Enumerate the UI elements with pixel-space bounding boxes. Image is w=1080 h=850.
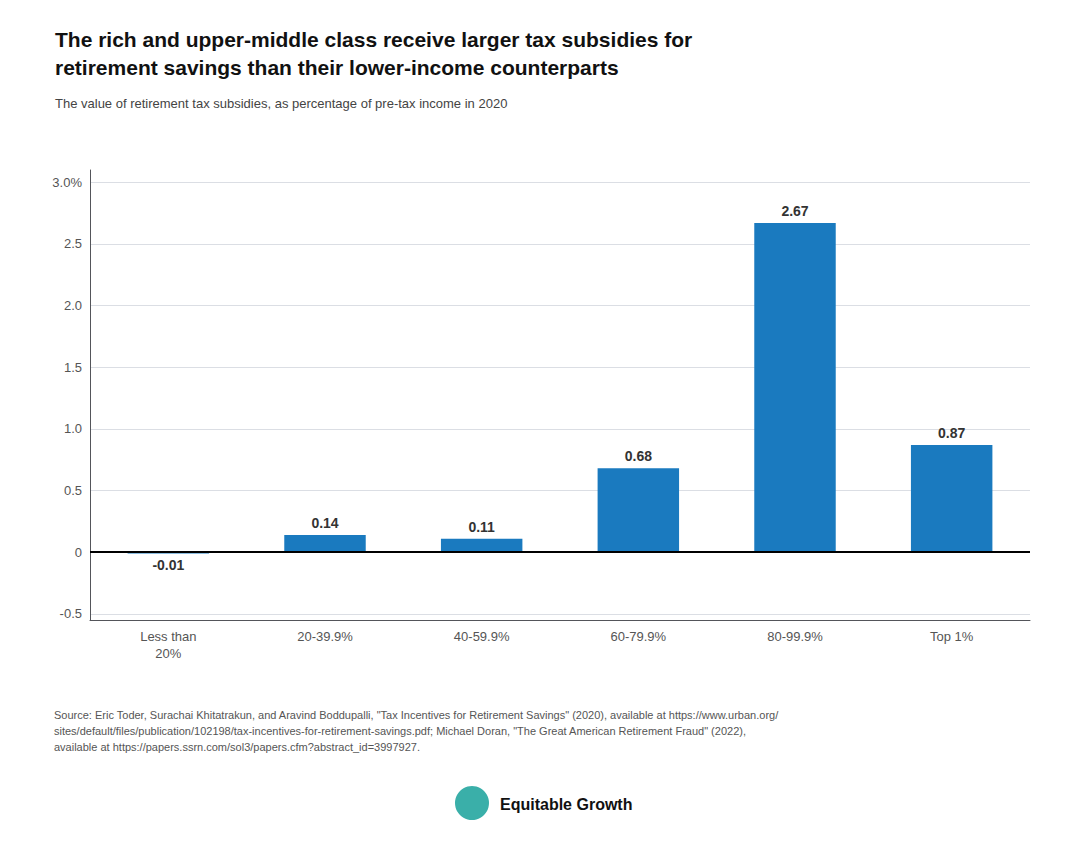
svg-text:-0.5: -0.5 xyxy=(60,606,82,621)
svg-text:sites/default/files/publicatio: sites/default/files/publication/102198/t… xyxy=(54,725,746,737)
svg-text:20-39.9%: 20-39.9% xyxy=(297,629,353,644)
svg-text:Source: Eric Toder, Surachai K: Source: Eric Toder, Surachai Khitatrakun… xyxy=(54,709,779,721)
svg-text:-0.01: -0.01 xyxy=(152,557,184,573)
svg-text:60-79.9%: 60-79.9% xyxy=(611,629,667,644)
svg-text:3.0%: 3.0% xyxy=(52,175,82,190)
svg-text:Top 1%: Top 1% xyxy=(930,629,974,644)
svg-text:The rich and upper-middle clas: The rich and upper-middle class receive … xyxy=(55,28,692,51)
svg-text:Equitable Growth: Equitable Growth xyxy=(500,796,632,813)
svg-text:20%: 20% xyxy=(155,646,181,661)
svg-text:2.67: 2.67 xyxy=(781,203,808,219)
svg-text:0: 0 xyxy=(75,545,82,560)
svg-text:0.87: 0.87 xyxy=(938,425,965,441)
svg-text:40-59.9%: 40-59.9% xyxy=(454,629,510,644)
svg-text:0.68: 0.68 xyxy=(625,448,652,464)
svg-text:The value of retirement tax su: The value of retirement tax subsidies, a… xyxy=(55,96,507,111)
svg-text:1.0: 1.0 xyxy=(64,421,82,436)
svg-text:0.14: 0.14 xyxy=(311,515,338,531)
svg-text:retirement savings than their: retirement savings than their lower-inco… xyxy=(55,56,619,79)
svg-text:available at https://papers.ss: available at https://papers.ssrn.com/sol… xyxy=(54,741,420,753)
svg-text:0.5: 0.5 xyxy=(64,483,82,498)
svg-text:1.5: 1.5 xyxy=(64,360,82,375)
svg-text:Less than: Less than xyxy=(140,629,196,644)
svg-text:2.5: 2.5 xyxy=(64,236,82,251)
svg-text:80-99.9%: 80-99.9% xyxy=(767,629,823,644)
svg-text:0.11: 0.11 xyxy=(468,519,495,535)
svg-text:2.0: 2.0 xyxy=(64,298,82,313)
